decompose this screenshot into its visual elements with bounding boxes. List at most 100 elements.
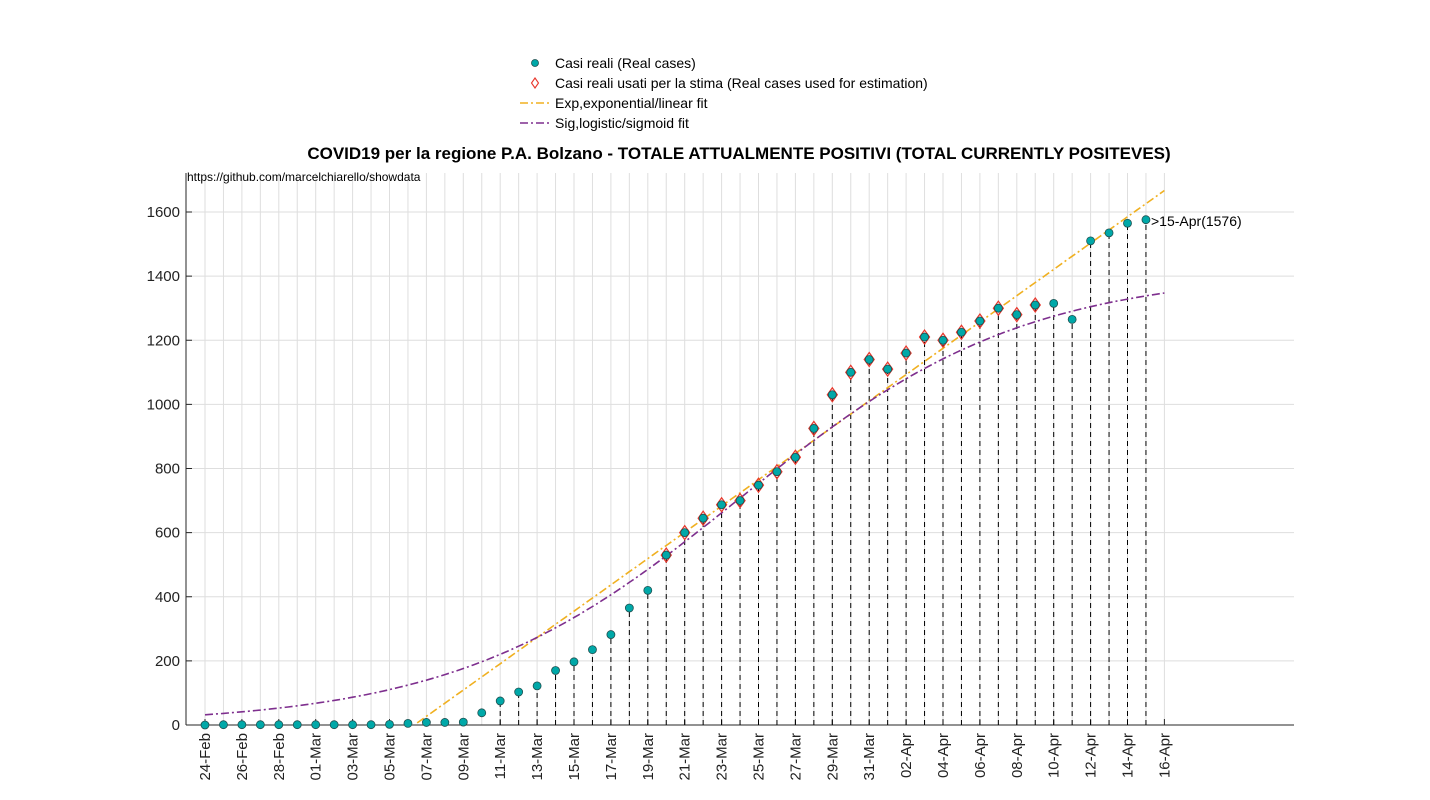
real-case-point [735, 496, 745, 505]
real-case-point [348, 720, 358, 730]
real-case-point [385, 719, 394, 729]
real-case-point [1104, 228, 1114, 238]
real-case-point [606, 630, 616, 639]
real-case-point [1030, 300, 1040, 310]
real-case-point [1012, 310, 1022, 320]
real-case-point [495, 696, 505, 706]
real-case-point [643, 585, 653, 595]
x-tick-label: 27-Mar [787, 733, 804, 781]
real-case-point [864, 355, 874, 364]
real-case-point [754, 480, 763, 490]
real-case-point [440, 718, 450, 727]
y-tick-label: 1600 [147, 204, 180, 221]
real-case-point [680, 528, 690, 538]
y-tick-label: 400 [155, 589, 180, 606]
fit-lines [204, 189, 1165, 724]
x-tick-label: 21-Mar [677, 733, 694, 781]
real-case-point [569, 657, 579, 667]
real-case-point [901, 348, 911, 358]
real-case-point [514, 687, 524, 697]
real-case-point [938, 335, 948, 345]
real-case-point [809, 424, 819, 433]
real-case-point [292, 720, 302, 730]
x-tick-label: 17-Mar [603, 733, 620, 781]
x-tick-label: 25-Mar [751, 733, 768, 781]
source-url: https://github.com/marcelchiarello/showd… [187, 170, 421, 184]
x-tick-label: 01-Mar [308, 733, 325, 781]
y-tick-label: 200 [155, 653, 180, 670]
real-case-point [532, 681, 542, 691]
y-tick-label: 1200 [147, 332, 180, 349]
real-case-point [588, 645, 597, 655]
real-case-point [975, 316, 985, 326]
real-case-point [827, 390, 837, 400]
x-tick-label: 04-Apr [935, 733, 952, 778]
legend-marker-real-cases [531, 59, 539, 67]
legend-label: Casi reali usati per la stima (Real case… [555, 75, 928, 91]
x-tick-label: 14-Apr [1120, 733, 1137, 778]
real-case-point [458, 717, 468, 727]
stems [499, 219, 1147, 725]
real-case-point [772, 467, 782, 477]
x-tick-label: 24-Feb [197, 733, 214, 781]
real-case-point [1141, 215, 1151, 225]
y-tick-label: 800 [155, 461, 180, 478]
real-case-point [219, 720, 228, 730]
last-point-annotation: >15-Apr(1576) [1151, 213, 1242, 229]
y-tick-label: 0 [172, 717, 180, 734]
x-tick-label: 26-Feb [234, 733, 251, 781]
sigmoid-fit-line [204, 292, 1165, 716]
x-tick-label: 12-Apr [1083, 733, 1100, 778]
y-tick-label: 600 [155, 525, 180, 542]
real-case-point [698, 513, 708, 523]
legend-label: Exp,exponential/linear fit [555, 95, 708, 111]
legend-label: Sig,logistic/sigmoid fit [555, 115, 689, 131]
real-case-point [366, 720, 376, 730]
x-tick-label: 03-Mar [345, 733, 362, 781]
real-case-point [1086, 236, 1095, 246]
x-tick-label: 19-Mar [640, 733, 657, 781]
real-case-point [311, 720, 321, 730]
data-points [200, 215, 1151, 730]
real-case-point [477, 708, 487, 718]
axes: 0 200 400 600 800 1000 1200 1400 1600 24-Feb 26-Fe… [147, 173, 1294, 781]
chart-title: COVID19 per la regione P.A. Bolzano - TO… [307, 144, 1170, 163]
real-case-point [920, 332, 929, 342]
x-tick-label: 02-Apr [898, 733, 915, 778]
x-tick-label: 07-Mar [418, 733, 435, 781]
x-tick-label: 13-Mar [529, 733, 546, 781]
real-case-point [717, 500, 726, 510]
x-tick-label: 15-Mar [566, 733, 583, 781]
x-tick-label: 29-Mar [824, 733, 841, 781]
x-tick-label: 31-Mar [861, 733, 878, 781]
real-case-point [421, 718, 431, 727]
real-case-point [255, 720, 265, 730]
x-tick-label: 23-Mar [714, 733, 731, 781]
real-case-point [661, 550, 671, 560]
x-tick-label: 16-Apr [1156, 733, 1173, 778]
real-case-point [846, 367, 856, 377]
real-case-point [200, 720, 210, 730]
y-tick-label: 1400 [147, 268, 180, 285]
real-case-point [957, 327, 966, 337]
legend-label: Casi reali (Real cases) [555, 55, 696, 71]
real-case-point [237, 720, 247, 730]
x-tick-label: 11-Mar [492, 733, 509, 779]
real-case-point [624, 603, 634, 613]
x-tick-label: 10-Apr [1046, 733, 1063, 778]
real-case-point [551, 666, 560, 675]
real-case-point [1123, 218, 1132, 228]
x-tick-label: 05-Mar [382, 733, 399, 781]
legend: Casi reali (Real cases) Casi reali usati … [520, 55, 928, 131]
y-tick-label: 1000 [147, 396, 180, 413]
legend-marker-estimation [530, 77, 540, 89]
real-case-point [403, 718, 413, 728]
real-case-point [883, 364, 893, 374]
real-case-point [993, 303, 1003, 313]
real-case-point [329, 720, 339, 730]
real-case-point [274, 720, 284, 730]
real-case-point [1067, 315, 1077, 324]
x-tick-label: 08-Apr [1009, 733, 1026, 778]
x-tick-label: 06-Apr [972, 733, 989, 778]
x-tick-label: 28-Feb [271, 733, 288, 781]
